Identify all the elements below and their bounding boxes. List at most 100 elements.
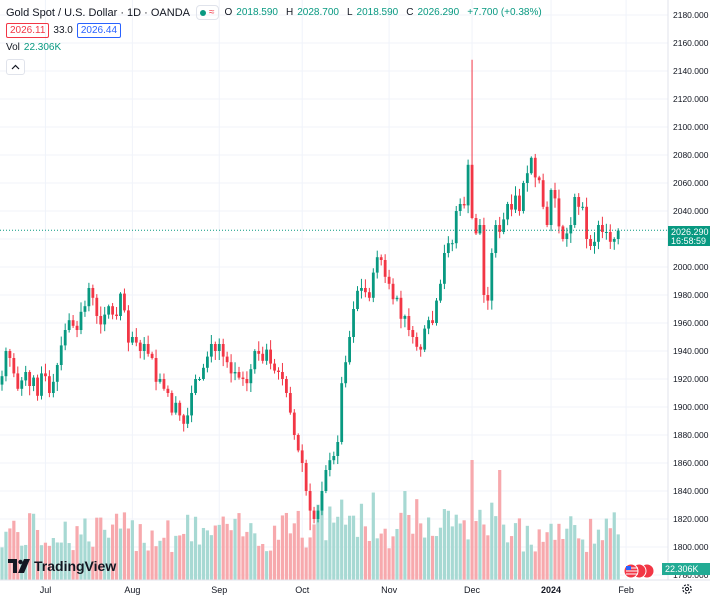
- volume-bar: [225, 523, 229, 580]
- candle-body: [115, 314, 118, 316]
- symbol-title[interactable]: Gold Spot / U.S. Dollar · 1D · OANDA: [6, 6, 190, 19]
- time-tick-label: Dec: [464, 585, 481, 595]
- volume-bar: [454, 514, 458, 580]
- spread-value: 33.0: [53, 25, 73, 36]
- tradingview-logo[interactable]: TradingView: [8, 558, 116, 574]
- volume-bar: [221, 516, 225, 580]
- volume-bar: [182, 533, 186, 580]
- volume-bar: [517, 518, 522, 580]
- candle-body: [138, 342, 142, 351]
- volume-bar: [438, 527, 443, 580]
- volume-bar: [434, 536, 439, 580]
- candle-body: [237, 372, 241, 378]
- price-tick-label: 2000.000: [673, 262, 709, 272]
- volume-bar: [47, 545, 51, 580]
- price-tick-label: 1920.000: [673, 374, 709, 384]
- candle-body: [95, 297, 99, 316]
- volume-bar: [209, 535, 213, 580]
- candle-body: [304, 463, 308, 491]
- market-status-pill[interactable]: ≈: [196, 5, 219, 20]
- time-axis: Jul Aug Sep Oct Nov Dec 2024 Feb: [40, 585, 634, 595]
- candle-body: [553, 190, 557, 199]
- volume-bar: [470, 460, 474, 580]
- candle-body: [285, 379, 288, 393]
- time-tick-label: Jul: [40, 585, 52, 595]
- candle-body: [36, 377, 39, 396]
- high-label: H: [286, 7, 294, 18]
- volume-bar: [359, 503, 364, 580]
- candle-body: [506, 204, 509, 220]
- volume-bar: [158, 540, 162, 580]
- close-value: 2026.290: [417, 7, 460, 18]
- volume-bar: [83, 518, 87, 580]
- price-tick-label: 2060.000: [673, 178, 709, 188]
- candle-body: [170, 393, 174, 413]
- candle-body: [581, 206, 585, 208]
- candle-body: [277, 370, 280, 372]
- volume-bar: [4, 531, 8, 580]
- volume-bar: [415, 499, 419, 580]
- tradingview-logo-icon: [8, 559, 30, 573]
- volume-bar: [99, 517, 103, 580]
- candle-body: [367, 292, 371, 298]
- candle-body: [20, 380, 24, 389]
- candle-body: [75, 325, 79, 330]
- candle-body: [371, 272, 375, 298]
- candle-body: [233, 372, 237, 374]
- candle-body: [494, 225, 498, 253]
- candle-body: [427, 320, 430, 329]
- candle-body: [356, 290, 359, 309]
- us-flag-icon[interactable]: [623, 563, 655, 579]
- market-open-dot-icon: [200, 9, 206, 16]
- volume-bar: [32, 513, 36, 580]
- volume-bar: [237, 513, 241, 580]
- candle-body: [525, 173, 529, 183]
- candle-body: [134, 337, 138, 343]
- candle-body: [482, 225, 486, 295]
- volume-bar: [142, 542, 146, 580]
- candle-body: [577, 197, 581, 207]
- price-axis: 1780.0001800.0001820.0001840.0001860.000…: [0, 0, 710, 581]
- volume-bar: [59, 542, 63, 580]
- volume-bar: [67, 543, 71, 580]
- candle-body: [478, 225, 482, 234]
- candle-body: [123, 293, 126, 311]
- candle-body: [269, 349, 272, 364]
- volume-bar: [403, 490, 407, 580]
- volume-bar: [79, 534, 83, 580]
- candle-body: [360, 288, 363, 291]
- candle-body: [423, 328, 427, 350]
- candle-body: [130, 337, 134, 343]
- volume-bar: [51, 537, 55, 580]
- volume-bar: [569, 516, 573, 580]
- volume-bar: [423, 537, 427, 580]
- candle-body: [32, 377, 35, 386]
- candle-body: [229, 362, 233, 374]
- volume-bar: [63, 521, 67, 580]
- price-tick-label: 2080.000: [673, 150, 709, 160]
- volume-bar: [419, 523, 423, 580]
- candle-body: [154, 358, 158, 382]
- candle-body: [529, 157, 533, 174]
- candle-body: [79, 311, 83, 330]
- volume-bar: [300, 537, 304, 580]
- volume-bar: [616, 534, 620, 580]
- sell-button[interactable]: 2026.11: [6, 23, 50, 38]
- price-tick-label: 2180.000: [673, 10, 709, 20]
- gear-icon[interactable]: [681, 583, 693, 595]
- candle-body: [395, 297, 399, 300]
- volume-bar: [308, 537, 312, 580]
- volume-bar: [39, 545, 44, 580]
- candle-body: [59, 345, 63, 365]
- candle-body: [470, 164, 474, 218]
- volume-bar: [367, 540, 371, 580]
- candle-body: [91, 288, 95, 298]
- collapse-legend-button[interactable]: [6, 59, 25, 75]
- candle-body: [466, 164, 470, 206]
- buy-button[interactable]: 2026.44: [76, 23, 122, 38]
- volume-bar: [75, 526, 79, 580]
- volume-bar: [450, 526, 454, 580]
- volume-bar: [466, 539, 470, 580]
- volume-bar: [553, 539, 557, 580]
